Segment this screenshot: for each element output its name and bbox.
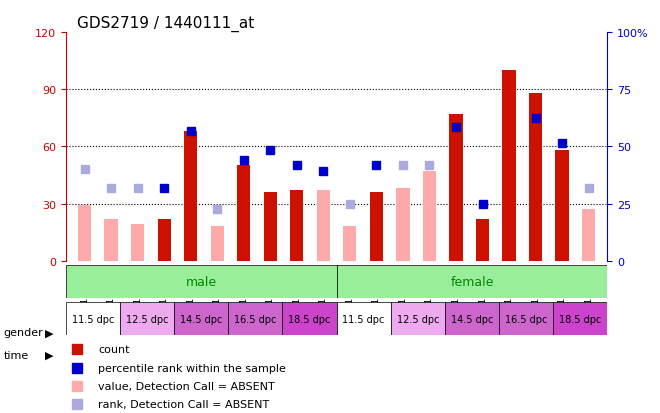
Text: 18.5 dpc: 18.5 dpc [288, 314, 331, 324]
FancyBboxPatch shape [445, 303, 499, 335]
Text: 11.5 dpc: 11.5 dpc [72, 314, 114, 324]
Text: ▶: ▶ [45, 328, 53, 337]
Text: 14.5 dpc: 14.5 dpc [180, 314, 222, 324]
FancyBboxPatch shape [282, 303, 337, 335]
Text: 11.5 dpc: 11.5 dpc [343, 314, 385, 324]
Bar [502, 71, 515, 261]
Bar [317, 191, 330, 261]
Bar [104, 219, 117, 261]
FancyBboxPatch shape [66, 303, 120, 335]
Text: male: male [185, 275, 217, 288]
FancyBboxPatch shape [337, 266, 607, 298]
FancyBboxPatch shape [391, 303, 445, 335]
Text: 16.5 dpc: 16.5 dpc [234, 314, 277, 324]
Text: 16.5 dpc: 16.5 dpc [505, 314, 547, 324]
Bar [370, 192, 383, 261]
Bar [529, 94, 543, 261]
Text: GDS2719 / 1440111_at: GDS2719 / 1440111_at [77, 16, 254, 32]
Text: female: female [450, 275, 494, 288]
Bar [184, 132, 197, 261]
Bar [449, 115, 463, 261]
Bar [237, 166, 250, 261]
Bar [582, 210, 595, 261]
Text: 12.5 dpc: 12.5 dpc [397, 314, 439, 324]
Bar [396, 189, 410, 261]
FancyBboxPatch shape [120, 303, 174, 335]
Text: 18.5 dpc: 18.5 dpc [559, 314, 601, 324]
Bar [211, 227, 224, 261]
FancyBboxPatch shape [337, 303, 391, 335]
Text: 12.5 dpc: 12.5 dpc [126, 314, 168, 324]
Text: 14.5 dpc: 14.5 dpc [451, 314, 493, 324]
FancyBboxPatch shape [66, 266, 337, 298]
Bar [78, 206, 91, 261]
FancyBboxPatch shape [228, 303, 282, 335]
Bar [423, 172, 436, 261]
Text: rank, Detection Call = ABSENT: rank, Detection Call = ABSENT [98, 399, 270, 409]
Text: gender: gender [3, 328, 43, 337]
Bar [290, 191, 304, 261]
Bar [343, 227, 356, 261]
Text: percentile rank within the sample: percentile rank within the sample [98, 363, 286, 373]
Text: count: count [98, 344, 130, 354]
Text: time: time [3, 350, 28, 360]
Text: ▶: ▶ [45, 350, 53, 360]
FancyBboxPatch shape [499, 303, 553, 335]
Bar [158, 219, 171, 261]
FancyBboxPatch shape [553, 303, 607, 335]
Bar [556, 151, 569, 261]
Bar [131, 225, 145, 261]
FancyBboxPatch shape [174, 303, 228, 335]
Bar [476, 219, 489, 261]
Bar [263, 192, 277, 261]
Text: value, Detection Call = ABSENT: value, Detection Call = ABSENT [98, 381, 275, 391]
